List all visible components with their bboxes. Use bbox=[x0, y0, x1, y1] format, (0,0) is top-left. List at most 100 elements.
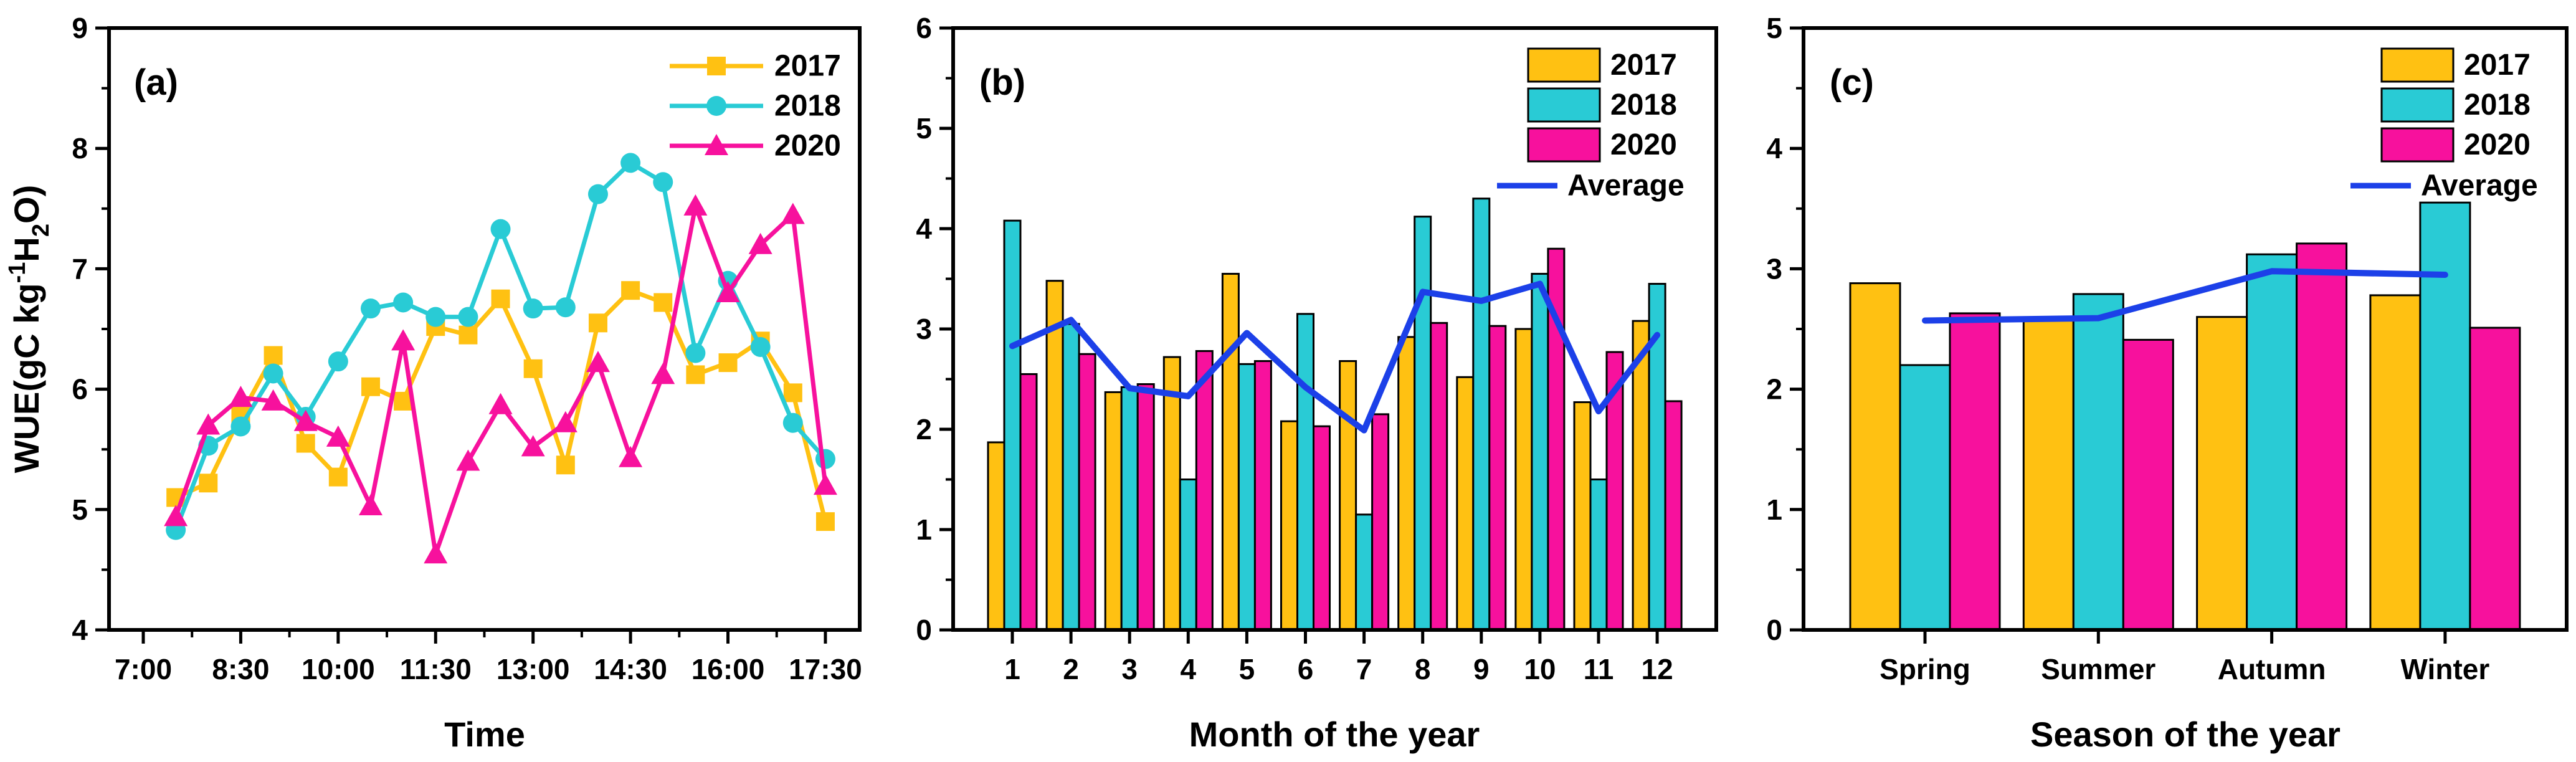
average-line bbox=[1922, 268, 2448, 324]
bar-2-2018 bbox=[1062, 323, 1080, 631]
plot-border bbox=[107, 26, 862, 632]
bar-3-2018 bbox=[1120, 386, 1139, 631]
y-tick-label: 7 bbox=[72, 252, 88, 285]
series-2018-marker bbox=[750, 336, 771, 357]
series-2018-marker bbox=[328, 351, 348, 372]
legend-marker-2017 bbox=[707, 57, 726, 75]
bar-5-2020 bbox=[1253, 360, 1272, 631]
x-tick-label: 2 bbox=[1063, 653, 1079, 685]
bar-5-2017 bbox=[1221, 272, 1240, 631]
series-2020-marker bbox=[716, 281, 740, 303]
legend-label-2018: 2018 bbox=[2464, 88, 2531, 121]
bar-6-2017 bbox=[1280, 420, 1298, 631]
x-tick-label: 4 bbox=[1181, 653, 1197, 685]
series-2018-marker bbox=[231, 416, 251, 437]
legend-entry-2018: 2018 bbox=[1527, 87, 1677, 123]
x-tick-label: 1 bbox=[1004, 653, 1020, 685]
bar-11-2017 bbox=[1573, 401, 1592, 631]
x-tick-label: 10:00 bbox=[302, 653, 375, 685]
series-2017-marker bbox=[621, 281, 640, 300]
series-2017-marker bbox=[654, 293, 673, 312]
bar-3-2017 bbox=[1104, 391, 1123, 631]
series-2017-marker bbox=[588, 313, 607, 333]
series-2017-marker bbox=[491, 289, 510, 308]
bar-10-2017 bbox=[1514, 328, 1533, 631]
bar-6-2018 bbox=[1296, 313, 1314, 631]
x-axis-title: Month of the year bbox=[1189, 715, 1480, 754]
series-2020-marker bbox=[619, 445, 643, 467]
series-2020-marker bbox=[326, 425, 350, 447]
panel-letter: (b) bbox=[979, 62, 1025, 103]
panel-a: 4 5 6 7 8 9 7:00 8:30 10:00 11:30 13:00 14:30 16:00 1… bbox=[4, 12, 862, 754]
panel-letter: (c) bbox=[1830, 62, 1874, 103]
bar-9-2017 bbox=[1456, 376, 1475, 631]
legend-entry-2020: 2020 bbox=[670, 130, 841, 163]
bar-9-2018 bbox=[1472, 198, 1491, 631]
y-tick-label: 0 bbox=[916, 614, 932, 646]
bar-9-2020 bbox=[1488, 325, 1507, 631]
series-2018-marker bbox=[555, 297, 576, 318]
bar-Autumn-2017 bbox=[2196, 316, 2248, 631]
y-tick-label: 4 bbox=[916, 212, 932, 245]
bar-1-2018 bbox=[1003, 219, 1022, 631]
legend-label-2018: 2018 bbox=[774, 90, 841, 123]
legend-label-2020: 2020 bbox=[774, 130, 841, 163]
bar-Autumn-2018 bbox=[2246, 253, 2298, 631]
legend-swatch-2017 bbox=[2380, 47, 2455, 83]
bar-8-2018 bbox=[1414, 216, 1432, 631]
legend-label-2020: 2020 bbox=[2464, 128, 2531, 161]
series-2017-marker bbox=[361, 377, 380, 396]
series-2018-marker bbox=[425, 307, 446, 327]
series-2018-marker bbox=[685, 343, 706, 363]
series-2018-marker bbox=[393, 292, 414, 313]
bar-Summer-2017 bbox=[2022, 319, 2075, 631]
series-2017-marker bbox=[264, 346, 283, 365]
x-tick-label: 6 bbox=[1298, 653, 1314, 685]
legend-entry-2017: 2017 bbox=[2380, 47, 2531, 83]
y-tick-label: 0 bbox=[1766, 614, 1782, 646]
series-2018-marker bbox=[782, 412, 803, 433]
series-2017-marker bbox=[718, 353, 738, 373]
y-tick-label: 6 bbox=[916, 12, 932, 44]
legend-swatch-2018 bbox=[1527, 87, 1601, 123]
bar-Summer-2020 bbox=[2122, 338, 2174, 631]
legend-entry-2020: 2020 bbox=[2380, 127, 2531, 163]
legend: 2017 2018 2020 Average bbox=[1497, 47, 1685, 202]
legend-entry-2017: 2017 bbox=[1527, 47, 1677, 83]
y-tick-label: 8 bbox=[72, 132, 88, 164]
bar-Autumn-2020 bbox=[2296, 242, 2348, 631]
legend-label-2020: 2020 bbox=[1610, 128, 1677, 161]
bar-8-2017 bbox=[1397, 336, 1416, 631]
y-tick-label: 5 bbox=[916, 112, 932, 145]
x-tick-label: 11 bbox=[1584, 653, 1614, 685]
y-tick-label: 1 bbox=[916, 513, 932, 546]
bar-8-2020 bbox=[1430, 321, 1448, 631]
x-tick-label: 13:00 bbox=[497, 653, 570, 685]
bar-4-2018 bbox=[1179, 479, 1197, 631]
series-2017-marker bbox=[815, 512, 835, 531]
y-tick-label: 9 bbox=[72, 12, 88, 44]
bar-Winter-2020 bbox=[2469, 326, 2521, 631]
x-tick-label: 3 bbox=[1121, 653, 1138, 685]
bar-4-2020 bbox=[1195, 350, 1214, 631]
x-tick-label: 8:30 bbox=[212, 653, 269, 685]
y-tick-label: 5 bbox=[1766, 12, 1782, 44]
y-tick-label: 3 bbox=[916, 313, 932, 345]
series-2018-marker bbox=[458, 307, 478, 327]
series-2020-marker bbox=[813, 474, 837, 495]
x-tick-label: 8 bbox=[1415, 653, 1431, 685]
bar-Winter-2017 bbox=[2369, 294, 2422, 631]
x-tick-label: 7 bbox=[1356, 653, 1372, 685]
y-tick-label: 2 bbox=[916, 413, 932, 445]
legend-label-2017: 2017 bbox=[774, 50, 841, 83]
bar-3-2020 bbox=[1136, 383, 1155, 631]
series-2020-marker bbox=[391, 329, 416, 351]
x-tick-label: Winter bbox=[2401, 653, 2490, 685]
x-tick-label: 5 bbox=[1239, 653, 1255, 685]
series-2018-marker bbox=[653, 172, 673, 193]
legend-entry-average: Average bbox=[1497, 169, 1685, 202]
series-2017-marker bbox=[328, 467, 348, 487]
bar-7-2020 bbox=[1371, 413, 1390, 631]
bar-Summer-2018 bbox=[2072, 293, 2124, 631]
legend-swatch-2020 bbox=[2380, 127, 2455, 163]
